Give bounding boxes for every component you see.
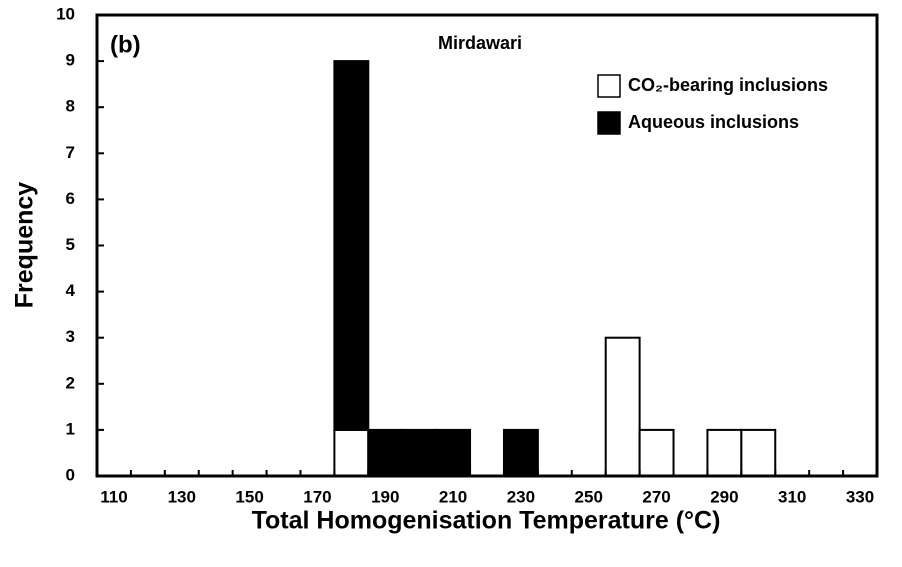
bar xyxy=(435,428,472,477)
x-tick-label: 250 xyxy=(575,487,603,506)
bar xyxy=(333,60,370,431)
bar xyxy=(333,428,370,477)
x-tick-label: 170 xyxy=(303,487,331,506)
y-tick-label: 2 xyxy=(66,373,75,392)
x-tick-label: 150 xyxy=(235,487,263,506)
legend-swatch xyxy=(597,111,621,135)
y-tick-label: 5 xyxy=(66,235,75,254)
annotation: (b) xyxy=(110,31,141,58)
chart-title: Mirdawari xyxy=(438,33,522,53)
y-tick-label: 3 xyxy=(66,327,75,346)
bar xyxy=(604,336,641,478)
legend-label: CO₂-bearing inclusions xyxy=(628,75,828,95)
y-tick-label: 6 xyxy=(66,189,75,208)
bar xyxy=(502,428,539,477)
x-tick-label: 290 xyxy=(710,487,738,506)
y-tick-label: 8 xyxy=(66,97,75,116)
y-tick-label: 10 xyxy=(56,4,75,23)
x-tick-label: 310 xyxy=(778,487,806,506)
y-tick-label: 9 xyxy=(66,51,75,70)
bar xyxy=(706,428,743,477)
x-tick-label: 270 xyxy=(642,487,670,506)
legend-swatch xyxy=(597,74,621,98)
x-tick-label: 230 xyxy=(507,487,535,506)
x-tick-label: 110 xyxy=(100,487,127,506)
bar xyxy=(740,428,777,477)
bar xyxy=(367,428,404,477)
x-tick-label: 330 xyxy=(846,487,874,506)
y-tick-label: 7 xyxy=(66,143,75,162)
x-axis-label: Total Homogenisation Temperature (°C) xyxy=(252,507,721,535)
y-tick-label: 1 xyxy=(66,419,75,438)
plot-frame xyxy=(95,13,879,478)
x-tick-label: 190 xyxy=(371,487,399,506)
y-tick-label: 0 xyxy=(66,465,75,484)
x-tick-label: 210 xyxy=(439,487,467,506)
y-tick-label: 4 xyxy=(66,281,76,300)
x-tick-label: 130 xyxy=(168,487,196,506)
bar xyxy=(638,428,675,477)
legend-label: Aqueous inclusions xyxy=(628,112,799,132)
y-axis-label: Frequency xyxy=(11,182,39,309)
bar xyxy=(401,428,438,477)
